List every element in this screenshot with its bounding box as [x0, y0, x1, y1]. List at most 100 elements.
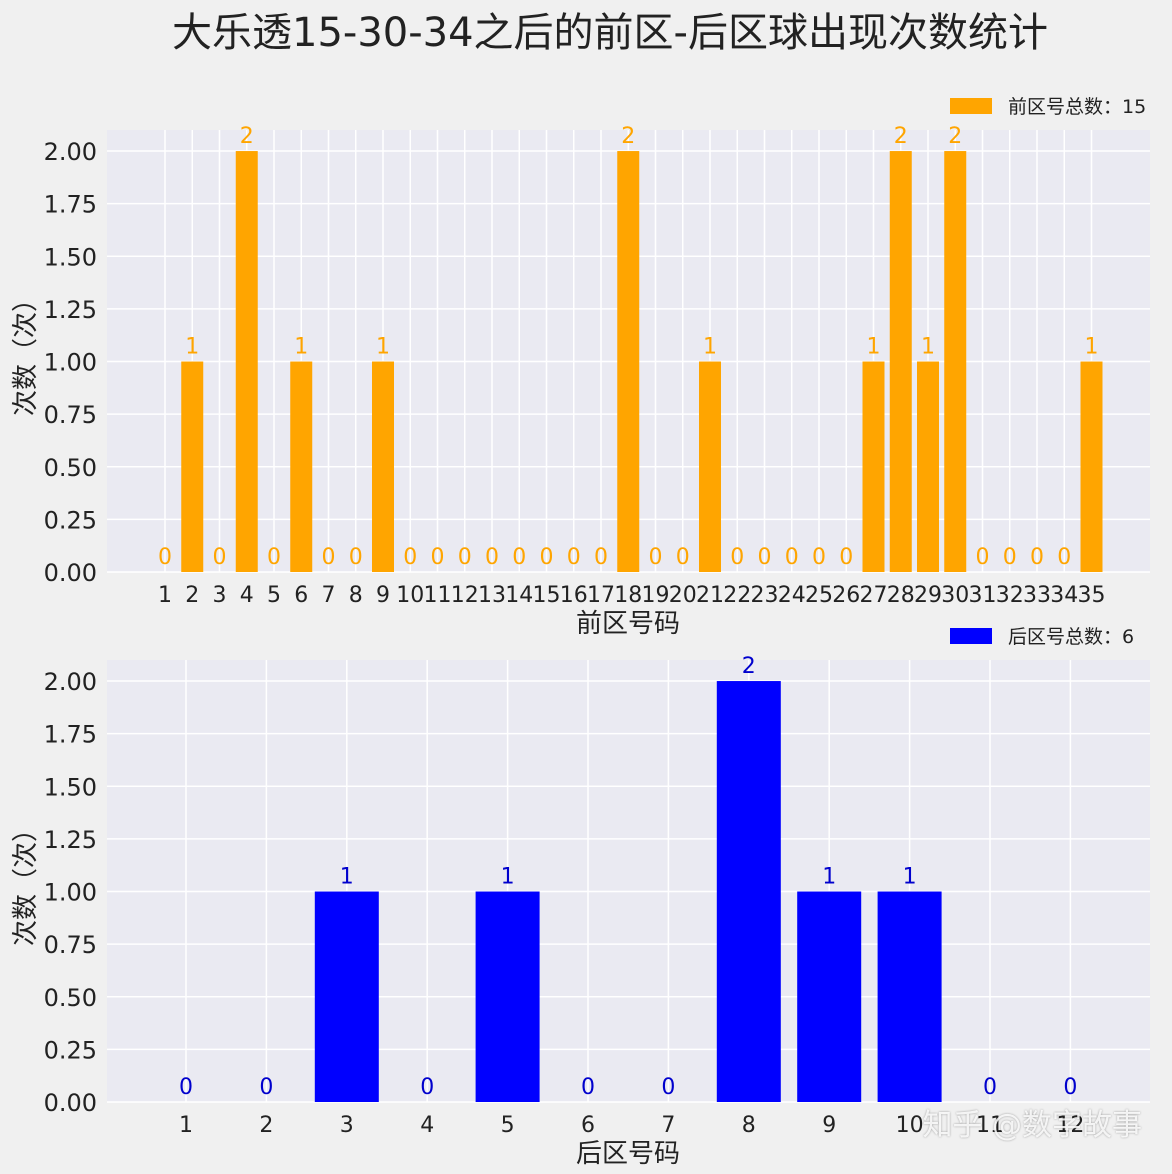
bar-value-label: 0	[676, 545, 690, 570]
bar-value-label: 1	[822, 865, 836, 890]
y-tick-label: 1.50	[44, 773, 97, 801]
bottom-legend-swatch	[950, 628, 992, 644]
bar-value-label: 0	[983, 1075, 997, 1100]
bottom-x-ticks: 1 2 3 4 5 6 7 8 9 10 11 12	[179, 1113, 1084, 1138]
bar-value-label: 0	[349, 545, 363, 570]
bar-value-label: 0	[839, 545, 853, 570]
bar-value-label: 0	[594, 545, 608, 570]
bar-value-label: 0	[431, 545, 445, 570]
x-tick-label: 2	[259, 1113, 273, 1138]
bar-value-label: 1	[703, 335, 717, 360]
top-y-axis-label: 次数（次）	[11, 286, 41, 416]
x-tick-label: 18	[614, 583, 642, 608]
x-tick-label: 26	[832, 583, 860, 608]
x-tick-label: 3	[340, 1113, 354, 1138]
bar-value-label: 0	[649, 545, 663, 570]
bottom-bars	[314, 681, 942, 1102]
x-tick-label: 9	[376, 583, 390, 608]
x-tick-label: 32	[996, 583, 1024, 608]
bar-value-label: 2	[894, 124, 908, 149]
y-tick-label: 0.25	[44, 506, 97, 534]
bottom-x-axis-label: 后区号码	[576, 1139, 680, 1169]
bar	[862, 361, 885, 572]
x-tick-label: 14	[505, 583, 533, 608]
bar-value-label: 0	[661, 1075, 675, 1100]
bar	[917, 361, 939, 572]
bar	[699, 361, 721, 572]
bar	[181, 361, 204, 572]
bar-value-label: 0	[785, 545, 799, 570]
bar-value-label: 0	[485, 545, 499, 570]
bar-value-label: 0	[758, 545, 772, 570]
bottom-plot-area	[107, 660, 1150, 1102]
x-tick-label: 13	[478, 583, 506, 608]
y-tick-label: 1.25	[44, 296, 97, 324]
x-tick-label: 6	[294, 583, 308, 608]
top-bars	[181, 151, 1103, 573]
bar-value-label: 1	[294, 335, 308, 360]
bar-value-label: 0	[322, 545, 336, 570]
x-tick-label: 25	[805, 583, 833, 608]
x-tick-label: 12	[451, 583, 479, 608]
y-tick-label: 1.75	[44, 191, 97, 219]
x-tick-label: 17	[587, 583, 615, 608]
y-tick-label: 1.75	[44, 721, 97, 749]
x-tick-label: 4	[240, 583, 254, 608]
y-tick-label: 2.00	[44, 668, 97, 696]
bar	[877, 891, 942, 1102]
chart-title: 大乐透15-30-34之后的前区-后区球出现次数统计	[172, 10, 1048, 56]
bar-value-label: 1	[376, 335, 390, 360]
x-tick-label: 5	[501, 1113, 515, 1138]
bar-value-label: 0	[976, 545, 990, 570]
bar-value-label: 0	[1057, 545, 1071, 570]
bar-value-label: 0	[213, 545, 227, 570]
y-tick-label: 0.00	[44, 1089, 97, 1117]
y-tick-label: 0.50	[44, 984, 97, 1012]
top-x-axis-label: 前区号码	[576, 609, 680, 639]
bar-value-label: 2	[621, 124, 635, 149]
bottom-y-ticks: 0.00 0.25 0.50 0.75 1.00 1.25 1.50 1.75 2.00	[44, 668, 97, 1117]
y-tick-label: 2.00	[44, 138, 97, 166]
x-tick-label: 3	[213, 583, 227, 608]
bar	[314, 891, 379, 1102]
bar	[617, 151, 640, 573]
top-legend-swatch	[950, 98, 992, 114]
y-tick-label: 0.25	[44, 1036, 97, 1064]
bar-value-label: 2	[948, 124, 962, 149]
y-tick-label: 1.50	[44, 243, 97, 271]
bar-value-label: 1	[1085, 335, 1099, 360]
y-tick-label: 1.25	[44, 826, 97, 854]
bar-value-label: 0	[267, 545, 281, 570]
x-tick-label: 24	[778, 583, 806, 608]
x-tick-label: 8	[349, 583, 363, 608]
x-tick-label: 23	[751, 583, 779, 608]
top-legend-label: 前区号总数：15	[1008, 96, 1146, 118]
bar-value-label: 0	[1063, 1075, 1077, 1100]
x-tick-label: 12	[1056, 1113, 1084, 1138]
x-tick-label: 34	[1050, 583, 1078, 608]
bar-value-label: 0	[259, 1075, 273, 1100]
x-tick-label: 33	[1023, 583, 1051, 608]
bar-value-label: 1	[501, 865, 515, 890]
x-tick-label: 6	[581, 1113, 595, 1138]
x-tick-label: 8	[742, 1113, 756, 1138]
bar-value-label: 1	[903, 865, 917, 890]
bottom-legend: 后区号总数：6	[950, 626, 1134, 648]
bar	[235, 151, 258, 573]
bar	[475, 891, 540, 1102]
top-x-ticks: 1 2 3 4 5 6 7 8 9 10 11 12 13 14 15 16 17 18 19 20 21 22 23 24 2…	[158, 583, 1106, 608]
bar-value-label: 0	[179, 1075, 193, 1100]
x-tick-label: 15	[533, 583, 561, 608]
x-tick-label: 5	[267, 583, 281, 608]
x-tick-label: 9	[822, 1113, 836, 1138]
bar-value-label: 0	[458, 545, 472, 570]
x-tick-label: 35	[1078, 583, 1106, 608]
bar-value-label: 1	[185, 335, 199, 360]
x-tick-label: 10	[396, 583, 424, 608]
bar	[372, 361, 394, 572]
bottom-grid	[107, 660, 1150, 1103]
bar	[797, 891, 862, 1102]
